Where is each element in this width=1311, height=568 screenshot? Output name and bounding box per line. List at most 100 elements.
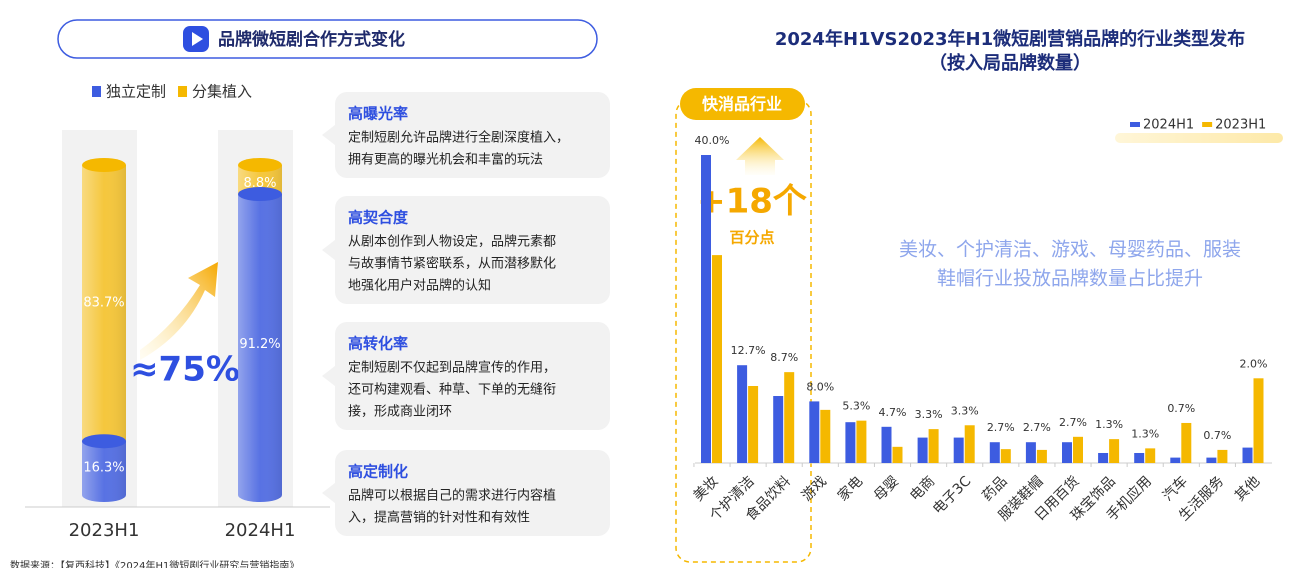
value-label: 91.2% (239, 337, 280, 352)
card-text: 定制短剧允许品牌进行全剧深度植入， (348, 130, 569, 146)
value-label: 83.7% (83, 296, 124, 311)
value-label: 40.0% (695, 134, 730, 147)
bar-cap (82, 158, 126, 172)
card-text: 还可构建观看、种草、下单的无缝衔 (348, 382, 556, 398)
bar (809, 401, 820, 463)
bar (928, 429, 939, 463)
note: 鞋帽行业投放品牌数量占比提升 (937, 268, 1203, 290)
card-title: 高契合度 (348, 209, 409, 227)
bar (989, 442, 1000, 463)
source: 数据来源：【复西科技】《2024年H1微短剧行业研究与营销指南》 (10, 559, 299, 568)
bar (917, 437, 928, 463)
x-tick-label: 药品 (979, 473, 1010, 504)
bar (748, 386, 759, 463)
card-text: 定制短剧不仅起到品牌宣传的作用， (348, 360, 556, 376)
value-label: 1.3% (1131, 427, 1159, 440)
card (335, 322, 610, 430)
legend-label: 2024H1 (1143, 118, 1194, 133)
card (335, 196, 610, 304)
chart-title: 2024年H1VS2023年H1微短剧营销品牌的行业类型发布 (775, 28, 1245, 50)
bar-shade (238, 194, 282, 503)
highlight-box (675, 99, 812, 563)
card-text: 拥有更高的曝光机会和丰富的玩法 (348, 152, 543, 168)
bar-cap (238, 187, 282, 202)
bar (1000, 449, 1011, 463)
card-title: 高转化率 (348, 335, 408, 353)
x-tick-label: 电商 (907, 473, 938, 504)
bar (964, 425, 975, 463)
bar (953, 437, 964, 463)
bar (1181, 422, 1192, 463)
value-label: 2.7% (1023, 421, 1051, 434)
x-tick-label: 游戏 (799, 473, 830, 504)
panel-title: 品牌微短剧合作方式变化 (218, 29, 405, 50)
value-label: 1.3% (1095, 418, 1123, 431)
card-text: 接，形成商业闭环 (348, 404, 452, 420)
up-arrow (736, 137, 784, 175)
x-tick-label: 2023H1 (69, 520, 140, 541)
bar (1134, 452, 1145, 463)
card-text: 品牌可以根据自己的需求进行内容植 (348, 488, 556, 504)
growth-arrow (140, 262, 218, 360)
value-label: 12.7% (731, 344, 766, 357)
highlight-label: 快消品行业 (702, 95, 782, 114)
play-icon-glyph (192, 32, 203, 46)
legend-swatch (1130, 122, 1140, 127)
bar-cap (238, 158, 282, 172)
card-text: 与故事情节紧密联系，从而潜移默化 (348, 256, 556, 272)
bar (1073, 436, 1083, 463)
legend-swatch (178, 86, 188, 97)
increase-annotation: 百分点 (729, 229, 774, 247)
value-label: 0.7% (1203, 429, 1231, 442)
card-title: 高定制化 (348, 463, 408, 481)
bar (1145, 448, 1156, 463)
value-label: 0.7% (1167, 402, 1195, 415)
value-label: 3.3% (951, 404, 979, 417)
value-label: 3.3% (915, 408, 943, 421)
value-label: 5.3% (842, 400, 870, 413)
bar (856, 420, 867, 463)
bar (1062, 442, 1072, 463)
x-tick-label: 其他 (1232, 473, 1263, 504)
legend-label: 分集植入 (192, 83, 252, 101)
bar (1206, 457, 1217, 463)
bar (1109, 439, 1120, 463)
growth-annotation: ≈75% (130, 350, 240, 390)
x-tick-label: 美妆 (691, 473, 722, 504)
note: 美妆、个护清洁、游戏、母婴药品、服装 (899, 239, 1241, 261)
bar (845, 422, 856, 463)
value-label: 8.7% (770, 351, 798, 364)
value-label: 8.8% (243, 176, 276, 191)
bar (1217, 449, 1228, 463)
card (335, 450, 610, 536)
legend-swatch (1202, 122, 1213, 127)
bar-cap (82, 434, 126, 449)
card-pointer (322, 240, 335, 260)
value-label: 2.7% (1059, 416, 1087, 429)
bar (820, 409, 831, 463)
x-tick-label: 家电 (834, 473, 866, 505)
x-tick-label: 电子3C (930, 473, 974, 517)
x-tick-label: 汽车 (1159, 473, 1191, 505)
card-text: 入，提高营销的针对性和有效性 (348, 510, 530, 526)
bar (1253, 378, 1264, 463)
increase-annotation: +18个 (697, 182, 807, 222)
card-pointer (322, 366, 335, 386)
bar (1170, 457, 1181, 463)
bar (1036, 449, 1047, 463)
card-text: 地强化用户对品牌的认知 (348, 278, 491, 294)
bar (701, 155, 711, 463)
card (335, 92, 610, 178)
highlight-pill (680, 88, 805, 120)
bar (881, 426, 892, 463)
x-tick-label: 母婴 (871, 473, 902, 504)
bar-shade (82, 441, 126, 502)
bar (1025, 442, 1036, 463)
bar (712, 255, 722, 463)
legend-label: 2023H1 (1215, 118, 1266, 133)
value-label: 16.3% (83, 461, 124, 476)
bar (1098, 452, 1109, 463)
value-label: 2.7% (987, 421, 1015, 434)
legend-band (1115, 133, 1283, 143)
